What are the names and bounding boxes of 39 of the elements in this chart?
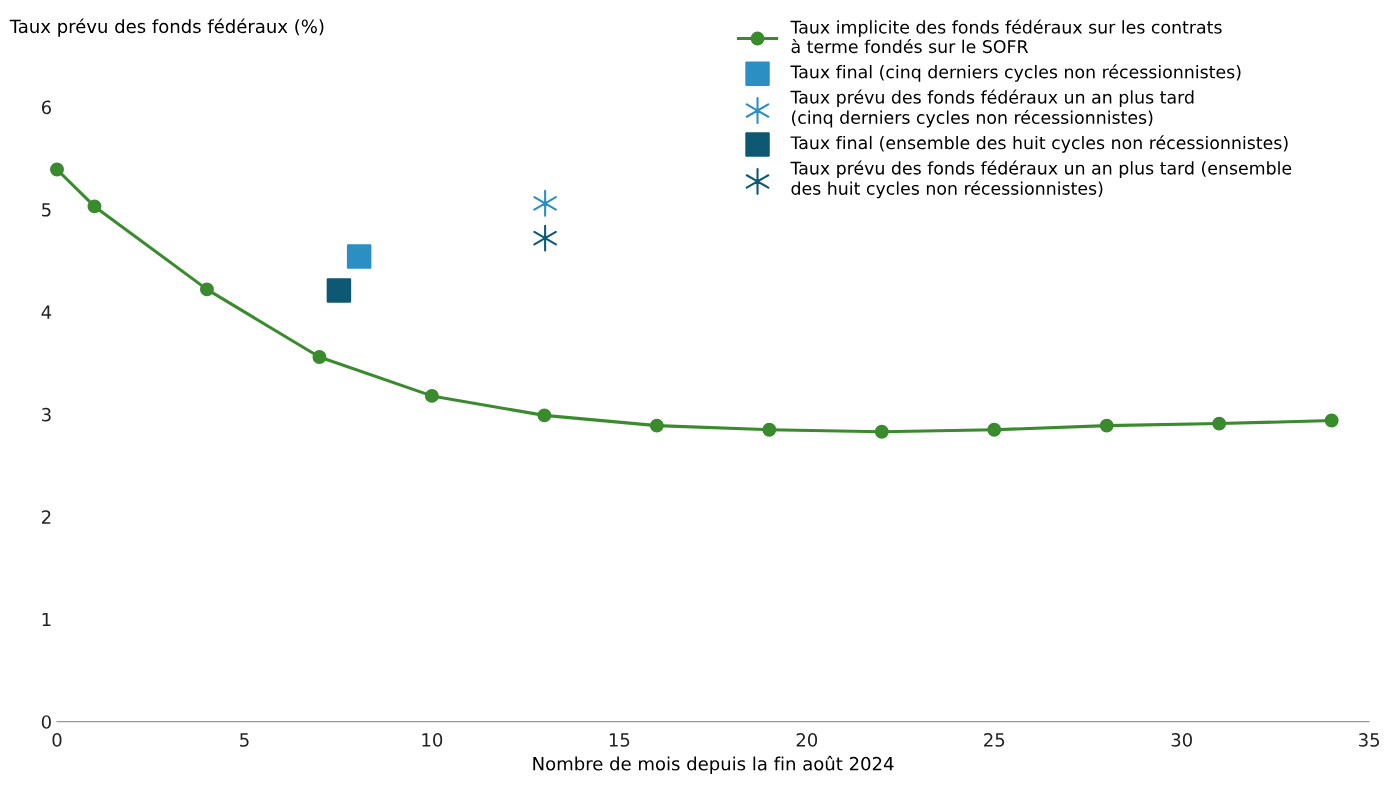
y-tick-label: 4 xyxy=(41,305,52,319)
y-tick-label: 6 xyxy=(41,100,51,115)
legend-label: Taux prévu des fonds fédéraux un an plus tard (ensemble des huit cycles non récessionnistes) xyxy=(790,160,1292,199)
point xyxy=(50,162,64,177)
x-tick-label: 30 xyxy=(1171,733,1192,747)
x-tick-label: 35 xyxy=(1359,733,1380,747)
y-tick-label: 5 xyxy=(42,203,51,217)
x-tick-label: 5 xyxy=(240,733,249,747)
y-tick-label: 1 xyxy=(42,612,51,627)
legend-label: Taux final (ensemble des huit cycles non récessionnistes) xyxy=(790,135,1288,153)
x-tick-label: 0 xyxy=(52,733,62,747)
point xyxy=(312,350,327,364)
legend-label: Taux implicite des fonds fédéraux sur les contrats à terme fondés sur le SOFR xyxy=(790,19,1222,54)
point xyxy=(424,388,439,403)
legend-label: Taux prévu des fonds fédéraux un an plus tard (cinq derniers cycles non récessionnistes) xyxy=(790,89,1194,128)
x-tick-label: 15 xyxy=(609,733,630,747)
point xyxy=(87,199,102,214)
point xyxy=(649,418,664,433)
point xyxy=(346,244,372,269)
x-axis-title: Nombre de mois depuis la fin août 2024 xyxy=(533,755,894,775)
y-tick-label: 2 xyxy=(41,510,51,524)
point xyxy=(326,278,352,303)
y-tick-label: 0 xyxy=(41,715,51,729)
y-tick-label: 3 xyxy=(42,407,51,422)
point xyxy=(1212,416,1227,431)
point xyxy=(987,422,1002,437)
y-axis-title: Taux prévu des fonds fédéraux (%) xyxy=(9,18,324,37)
x-tick-label: 10 xyxy=(422,733,443,747)
point xyxy=(762,422,777,437)
legend-label: Taux final (cinq derniers cycles non récessionnistes) xyxy=(790,64,1241,82)
point xyxy=(874,424,889,439)
x-tick-label: 25 xyxy=(984,733,1005,747)
point xyxy=(533,189,557,217)
x-tick-label: 20 xyxy=(796,733,818,747)
point xyxy=(200,282,214,297)
point xyxy=(537,408,552,423)
point xyxy=(1324,413,1339,428)
point xyxy=(1099,418,1114,433)
point xyxy=(533,224,557,252)
